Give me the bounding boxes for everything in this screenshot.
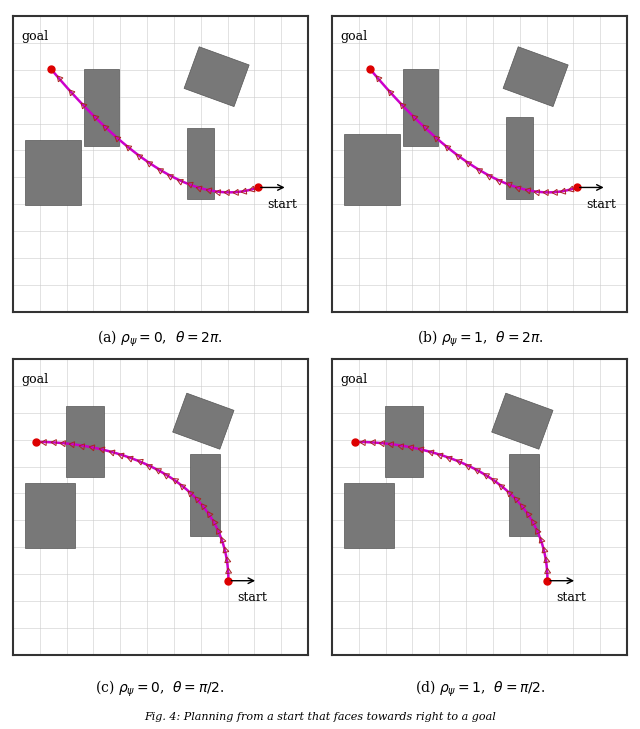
Polygon shape: [503, 47, 568, 106]
Polygon shape: [344, 483, 394, 548]
Text: start: start: [556, 591, 586, 604]
Polygon shape: [66, 407, 104, 477]
Polygon shape: [403, 69, 438, 146]
Text: goal: goal: [340, 373, 368, 386]
Polygon shape: [509, 453, 539, 537]
Text: (b) $\rho_{\psi} = 1$,  $\theta = 2\pi$.: (b) $\rho_{\psi} = 1$, $\theta = 2\pi$.: [417, 329, 543, 349]
Polygon shape: [506, 117, 532, 199]
Text: start: start: [267, 198, 297, 211]
Text: goal: goal: [340, 30, 368, 43]
Polygon shape: [187, 128, 214, 199]
Polygon shape: [344, 134, 400, 205]
Text: goal: goal: [22, 373, 49, 386]
Polygon shape: [24, 483, 75, 548]
Text: Fig. 4: Planning from a start that faces towards right to a goal: Fig. 4: Planning from a start that faces…: [144, 712, 496, 722]
Text: start: start: [237, 591, 267, 604]
Text: (d) $\rho_{\psi} = 1$,  $\theta = \pi/2$.: (d) $\rho_{\psi} = 1$, $\theta = \pi/2$.: [415, 679, 545, 699]
Polygon shape: [84, 69, 119, 146]
Text: start: start: [586, 198, 616, 211]
Text: goal: goal: [22, 30, 49, 43]
Text: (a) $\rho_{\psi} = 0$,  $\theta = 2\pi$.: (a) $\rho_{\psi} = 0$, $\theta = 2\pi$.: [97, 329, 223, 349]
Polygon shape: [385, 407, 424, 477]
Polygon shape: [24, 140, 81, 205]
Text: (c) $\rho_{\psi} = 0$,  $\theta = \pi/2$.: (c) $\rho_{\psi} = 0$, $\theta = \pi/2$.: [95, 679, 225, 699]
Polygon shape: [184, 47, 249, 106]
Polygon shape: [190, 453, 220, 537]
Polygon shape: [492, 393, 553, 449]
Polygon shape: [173, 393, 234, 449]
